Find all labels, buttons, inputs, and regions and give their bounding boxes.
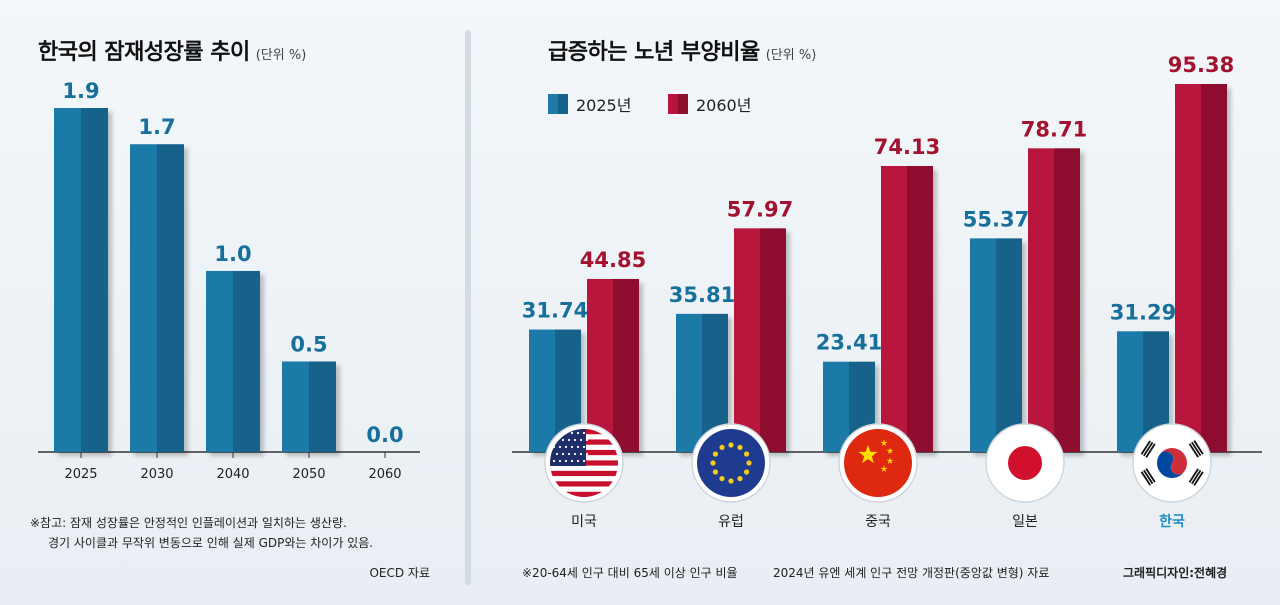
left-tick-2050: 2050 (292, 467, 325, 482)
right-value-label-유럽-2060년: 57.97 (727, 197, 793, 221)
right-category-한국: 한국 (1159, 514, 1185, 530)
left-title-text: 한국의 잠재성장률 추이 (38, 40, 250, 65)
right-value-label-중국-2060년: 74.13 (874, 135, 940, 159)
legend-label-2060년: 2060년 (696, 96, 751, 115)
eu-flag-icon (691, 423, 771, 503)
right-category-유럽: 유럽 (718, 514, 744, 530)
right-unit-label: (단위 %) (765, 48, 817, 63)
left-value-label-2040: 1.0 (214, 242, 251, 266)
left-bar-2025 (54, 108, 108, 452)
right-category-미국: 미국 (571, 514, 597, 530)
us-flag-icon (544, 423, 624, 503)
right-bar-중국-2060년 (881, 165, 933, 452)
japan-flag-icon (985, 423, 1065, 503)
left-bar-2030 (130, 144, 184, 453)
panel-divider (465, 30, 471, 585)
left-note-line1: ※참고: 잠재 성장률은 안정적인 인플레이션과 일치하는 생산량. (30, 516, 347, 530)
right-category-중국: 중국 (865, 514, 891, 530)
right-title-text: 급증하는 노년 부양비율 (548, 40, 760, 65)
left-tick-2030: 2030 (140, 467, 173, 482)
right-value-label-중국-2025년: 23.41 (816, 331, 882, 355)
left-tick-2025: 2025 (64, 467, 97, 482)
right-bar-일본-2060년 (1028, 148, 1080, 452)
right-category-일본: 일본 (1012, 514, 1038, 530)
china-flag-icon (838, 423, 918, 503)
right-value-label-일본-2025년: 55.37 (963, 207, 1029, 231)
left-bar-2040 (206, 270, 260, 452)
right-value-label-일본-2060년: 78.71 (1021, 117, 1087, 141)
right-bar-미국-2060년 (587, 278, 639, 452)
right-value-label-한국-2025년: 31.29 (1110, 300, 1176, 324)
right-footnote: ※20-64세 인구 대비 65세 이상 인구 비율 (522, 566, 738, 580)
left-note-line2: 경기 사이클과 무작위 변동으로 인해 실제 GDP와는 차이가 있음. (48, 536, 374, 550)
left-bar-2050 (282, 361, 336, 452)
right-value-label-유럽-2025년: 35.81 (669, 283, 735, 307)
left-value-label-2050: 0.5 (290, 332, 327, 356)
right-chart-title: 급증하는 노년 부양비율 (단위 %) (548, 34, 816, 66)
right-value-label-미국-2060년: 44.85 (580, 248, 646, 272)
left-value-label-2060: 0.0 (366, 423, 403, 447)
legend-swatch-2025년 (548, 94, 568, 114)
left-value-label-2030: 1.7 (138, 115, 175, 139)
left-chart-title: 한국의 잠재성장률 추이 (단위 %) (38, 34, 306, 66)
legend-label-2025년: 2025년 (576, 96, 631, 115)
right-value-label-미국-2025년: 31.74 (522, 299, 588, 323)
legend-swatch-2060년 (668, 94, 688, 114)
right-bar-유럽-2060년 (734, 228, 786, 452)
right-bar-일본-2025년 (970, 238, 1022, 452)
left-tick-2040: 2040 (216, 467, 249, 482)
right-bar-한국-2060년 (1175, 84, 1227, 452)
graphic-credit: 그래픽디자인:전혜경 (1123, 566, 1228, 580)
korea-flag-icon (1132, 423, 1212, 503)
left-value-label-2025: 1.9 (62, 79, 99, 103)
left-source: OECD 자료 (369, 566, 430, 580)
right-source: 2024년 유엔 세계 인구 전망 개정판(중앙값 변형) 자료 (773, 566, 1050, 580)
left-unit-label: (단위 %) (255, 48, 307, 63)
right-value-label-한국-2060년: 95.38 (1168, 53, 1234, 77)
left-tick-2060: 2060 (368, 467, 401, 482)
